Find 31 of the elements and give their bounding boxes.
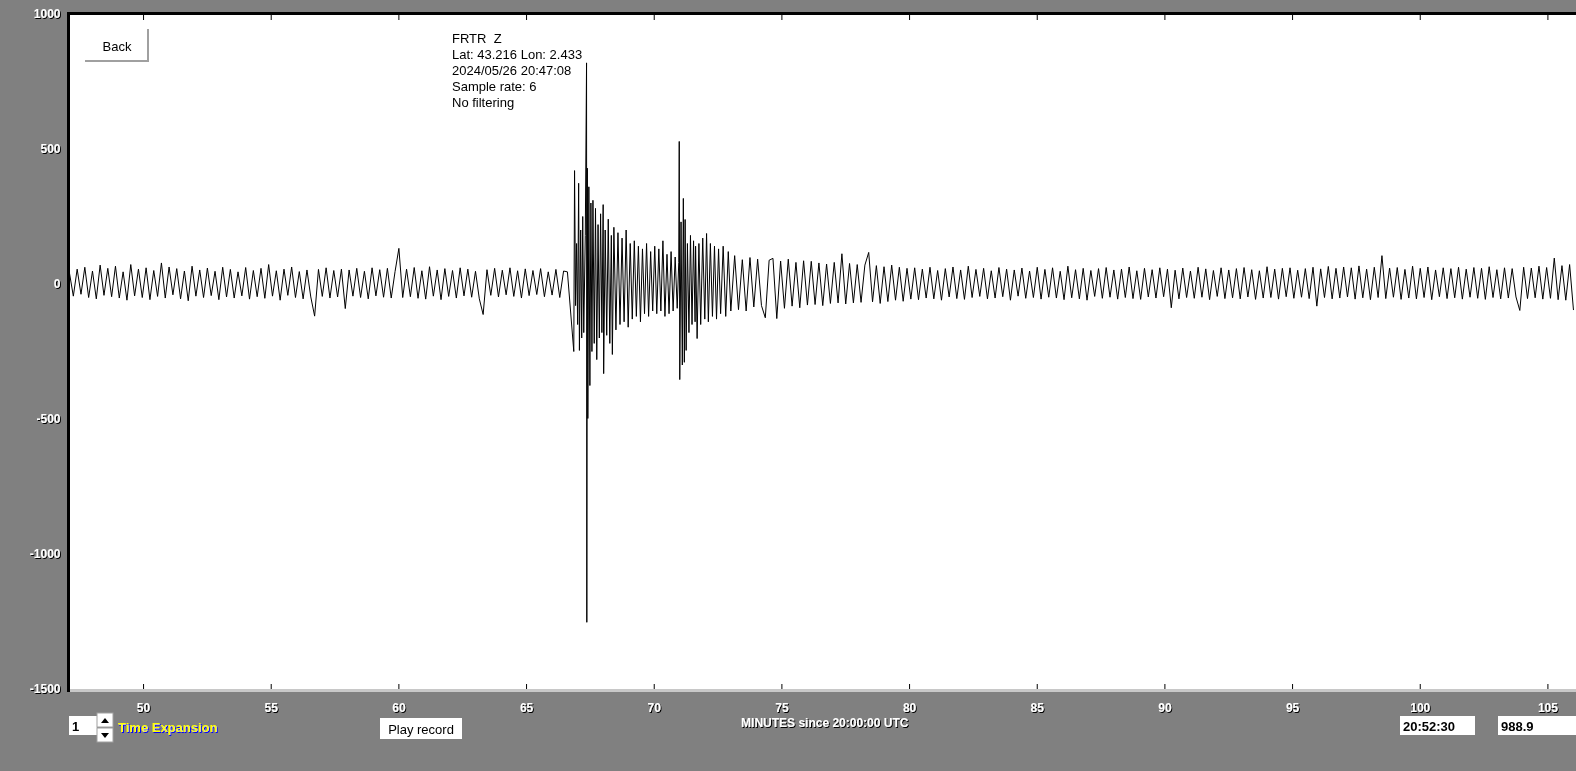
x-axis-title: MINUTES since 20:00:00 UTC bbox=[741, 716, 909, 730]
number-field: 1 bbox=[69, 716, 97, 735]
x-tick-label: 80 bbox=[902, 701, 917, 715]
annotation: Lat: 43.216 Lon: 2.433 bbox=[452, 47, 583, 62]
x-tick-label: 70 bbox=[647, 701, 662, 715]
x-tick-label: 75 bbox=[775, 701, 789, 715]
y-tick-label: 1000 bbox=[33, 7, 61, 21]
y-tick-label: -1500 bbox=[29, 682, 61, 696]
x-tick-label: 95 bbox=[1285, 701, 1300, 715]
y-tick-label: -1000 bbox=[29, 547, 61, 561]
annotation: 2024/05/26 20:47:08 bbox=[452, 63, 572, 78]
x-tick-label: 90 bbox=[1158, 701, 1172, 715]
x-tick-label: 60 bbox=[392, 701, 406, 715]
x-tick-label: 105 bbox=[1537, 701, 1559, 715]
x-tick-label: 55 bbox=[264, 701, 279, 715]
play-button: Play record bbox=[380, 718, 462, 739]
x-tick-label: 65 bbox=[519, 701, 534, 715]
text: Time Expansion bbox=[118, 720, 218, 735]
back-button: Back bbox=[84, 28, 149, 62]
annotation: FRTR Z bbox=[452, 31, 502, 46]
annotation: Sample rate: 6 bbox=[452, 79, 537, 94]
y-tick-label: 0 bbox=[53, 277, 61, 291]
x-tick-label: 100 bbox=[1410, 701, 1431, 715]
y-tick-label: -500 bbox=[36, 412, 61, 426]
annotation: No filtering bbox=[452, 95, 515, 110]
text-field: 20:52:30 bbox=[1400, 716, 1475, 735]
x-tick-label: 50 bbox=[136, 701, 151, 715]
x-tick-label: 85 bbox=[1030, 701, 1045, 715]
text-field: 988.9 bbox=[1498, 716, 1576, 735]
y-tick-label: 500 bbox=[40, 142, 61, 156]
annotation: Back bbox=[102, 38, 132, 54]
